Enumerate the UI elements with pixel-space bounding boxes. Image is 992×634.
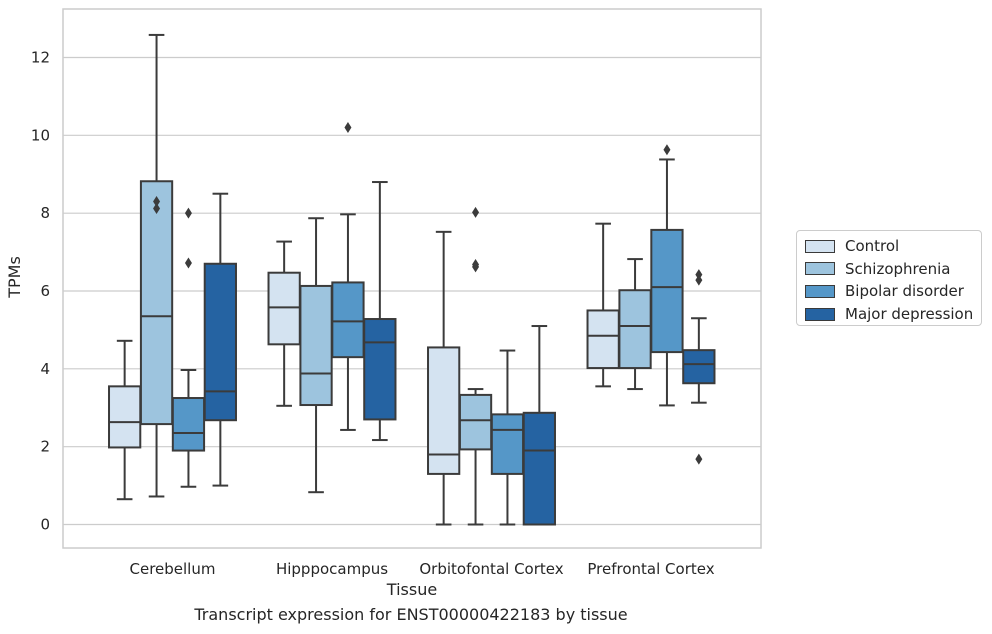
legend-item: Control: [805, 235, 981, 258]
outlier-marker: [663, 144, 671, 156]
box-body: [267, 271, 301, 346]
box-body: [331, 281, 365, 359]
box-body: [171, 397, 206, 452]
outlier-marker: [153, 195, 161, 207]
box-3-3: [682, 269, 716, 465]
outlier-marker: [184, 207, 192, 219]
y-tick-label: 6: [40, 282, 50, 300]
outlier-marker: [695, 453, 703, 465]
box-0-3: [586, 222, 620, 388]
legend-label: Bipolar disorder: [845, 282, 964, 301]
legend-swatch: [805, 284, 835, 298]
box-body: [427, 346, 461, 475]
box-0-1: [267, 240, 301, 407]
box-body: [458, 393, 493, 451]
axis-layer: 0 2 4 6 8 10 12 Cerebellum Hipppocampus Orbitofon…: [31, 49, 715, 579]
box-body: [490, 413, 525, 475]
y-tick-label: 10: [31, 126, 50, 144]
figure-caption: Transcript expression for ENST0000042218…: [194, 605, 628, 624]
box-1-3: [618, 258, 652, 391]
box-2-3: [650, 144, 684, 407]
y-tick-label: 12: [31, 49, 50, 67]
outlier-marker: [472, 259, 480, 271]
box-body: [299, 284, 333, 407]
box-body: [682, 349, 716, 385]
outlier-marker: [184, 257, 192, 269]
legend-label: Major depression: [845, 305, 974, 324]
box-2-2: [490, 349, 525, 526]
box-body: [203, 262, 237, 422]
outlier-marker: [344, 122, 352, 134]
box-body: [522, 411, 556, 526]
legend-swatch: [805, 239, 835, 253]
y-tick-label: 0: [40, 516, 50, 534]
outlier-marker: [695, 269, 703, 281]
box-2-0: [171, 207, 206, 488]
y-tick-label: 2: [40, 438, 50, 456]
legend-swatch: [805, 262, 835, 276]
y-tick-label: 8: [40, 204, 50, 222]
x-tick-label: Hipppocampus: [276, 560, 388, 578]
box-3-1: [363, 181, 397, 442]
box-layer: [108, 33, 716, 526]
x-tick-label: Prefrontal Cortex: [587, 560, 714, 578]
plot-frame: [62, 8, 762, 549]
x-axis-title: Tissue: [386, 580, 437, 599]
box-1-2: [458, 206, 493, 526]
outlier-marker: [472, 206, 480, 218]
box-0-0: [108, 339, 142, 501]
outlier-marker: [153, 202, 161, 214]
x-tick-label: Cerebellum: [130, 560, 216, 578]
legend: Control Schizophrenia Bipolar disorder Majo…: [796, 230, 982, 326]
legend-item: Major depression: [805, 303, 981, 326]
box-1-1: [299, 217, 333, 494]
box-body: [650, 228, 684, 354]
box-0-2: [427, 230, 461, 526]
x-tick-label: Orbitofontal Cortex: [419, 560, 563, 578]
legend-item: Schizophrenia: [805, 258, 981, 281]
box-1-0: [139, 33, 174, 498]
y-axis-title: TPMs: [5, 256, 24, 299]
box-body: [363, 318, 397, 421]
legend-label: Control: [845, 237, 900, 256]
legend-item: Bipolar disorder: [805, 280, 981, 303]
box-3-2: [522, 325, 556, 526]
box-body: [108, 385, 142, 449]
legend-swatch: [805, 307, 835, 321]
y-tick-label: 4: [40, 360, 50, 378]
box-body: [139, 180, 174, 426]
box-3-0: [203, 192, 237, 487]
box-body: [618, 289, 652, 370]
legend-label: Schizophrenia: [845, 259, 951, 278]
box-body: [586, 309, 620, 370]
box-2-1: [331, 122, 365, 431]
